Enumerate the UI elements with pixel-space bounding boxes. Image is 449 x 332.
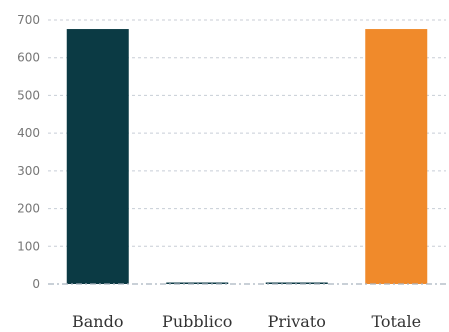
y-axis: 0 100 200 300 400 500 600 700: [17, 13, 40, 291]
y-tick-label: 300: [17, 164, 40, 178]
y-tick-label: 200: [17, 202, 40, 216]
y-tick-label: 100: [17, 239, 40, 253]
y-tick-label: 500: [17, 88, 40, 102]
y-tick-label: 400: [17, 126, 40, 140]
bars: [66, 29, 428, 285]
y-tick-label: 600: [17, 51, 40, 65]
category-label-pubblico: Pubblico: [162, 312, 232, 331]
category-label-totale: Totale: [371, 312, 421, 331]
category-label-bando: Bando: [72, 312, 123, 331]
bar-privato: [265, 282, 328, 284]
y-tick-label: 700: [17, 13, 40, 27]
x-axis: Bando Pubblico Privato Totale: [48, 283, 446, 331]
y-tick-label: 0: [32, 277, 40, 291]
bar-totale: [365, 29, 428, 285]
bar-pubblico: [166, 282, 229, 284]
bar-bando: [66, 29, 129, 285]
category-label-privato: Privato: [268, 312, 326, 331]
